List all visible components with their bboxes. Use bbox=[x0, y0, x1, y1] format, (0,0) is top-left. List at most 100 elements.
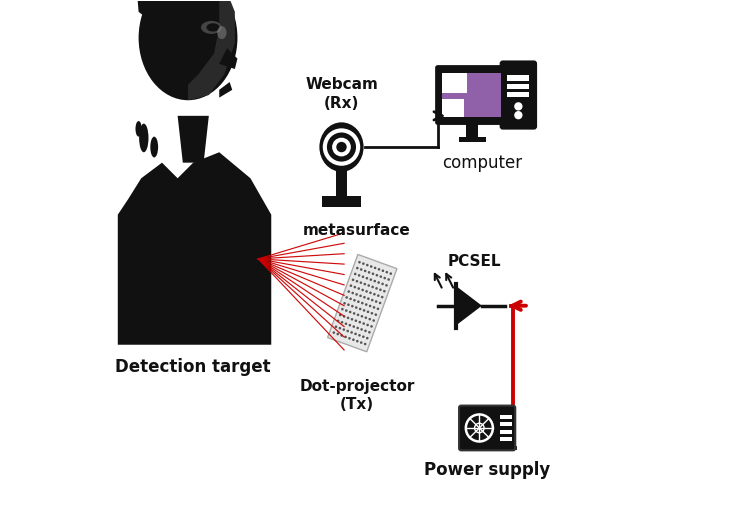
Circle shape bbox=[384, 277, 386, 279]
Ellipse shape bbox=[139, 0, 237, 100]
Circle shape bbox=[357, 300, 359, 303]
Circle shape bbox=[359, 294, 362, 297]
Circle shape bbox=[371, 286, 374, 288]
Circle shape bbox=[343, 328, 345, 331]
Circle shape bbox=[366, 324, 369, 326]
Circle shape bbox=[327, 132, 356, 162]
Circle shape bbox=[354, 299, 356, 302]
Circle shape bbox=[365, 290, 368, 293]
Circle shape bbox=[349, 311, 351, 313]
Text: Detection target: Detection target bbox=[115, 358, 271, 376]
Circle shape bbox=[353, 312, 356, 315]
Circle shape bbox=[379, 275, 382, 278]
Circle shape bbox=[377, 294, 379, 297]
Circle shape bbox=[337, 333, 339, 335]
Circle shape bbox=[352, 338, 355, 341]
Circle shape bbox=[340, 334, 343, 337]
Polygon shape bbox=[188, 0, 235, 100]
Circle shape bbox=[368, 284, 370, 287]
Ellipse shape bbox=[217, 26, 226, 39]
Text: PCSEL: PCSEL bbox=[448, 254, 501, 269]
Circle shape bbox=[360, 328, 363, 331]
Circle shape bbox=[339, 327, 341, 329]
Circle shape bbox=[352, 279, 354, 281]
Circle shape bbox=[379, 289, 381, 291]
Circle shape bbox=[355, 306, 357, 309]
Text: Dot-projector
(Tx): Dot-projector (Tx) bbox=[299, 379, 415, 412]
Bar bbox=[507, 84, 528, 89]
Polygon shape bbox=[328, 255, 397, 352]
Text: computer: computer bbox=[442, 154, 522, 172]
Circle shape bbox=[323, 128, 360, 166]
Circle shape bbox=[368, 331, 370, 334]
Bar bbox=[507, 92, 528, 97]
Circle shape bbox=[381, 296, 384, 299]
Circle shape bbox=[371, 299, 373, 301]
Circle shape bbox=[354, 272, 356, 275]
Bar bbox=[500, 422, 512, 426]
Bar bbox=[442, 73, 467, 93]
Circle shape bbox=[358, 334, 361, 337]
Circle shape bbox=[357, 287, 360, 290]
Circle shape bbox=[351, 292, 354, 294]
Circle shape bbox=[363, 296, 366, 299]
Circle shape bbox=[376, 274, 379, 277]
Ellipse shape bbox=[139, 123, 148, 152]
Polygon shape bbox=[456, 286, 482, 325]
Circle shape bbox=[349, 298, 352, 300]
Bar bbox=[500, 437, 512, 441]
Polygon shape bbox=[219, 82, 232, 98]
FancyBboxPatch shape bbox=[459, 406, 515, 450]
Ellipse shape bbox=[207, 23, 220, 31]
Circle shape bbox=[361, 315, 363, 317]
Circle shape bbox=[372, 272, 374, 275]
Circle shape bbox=[350, 285, 352, 287]
Ellipse shape bbox=[150, 137, 158, 157]
Circle shape bbox=[363, 309, 365, 312]
Circle shape bbox=[362, 276, 365, 278]
Circle shape bbox=[381, 269, 384, 272]
Circle shape bbox=[373, 293, 376, 295]
Bar bbox=[322, 197, 362, 207]
Bar bbox=[466, 121, 478, 138]
Circle shape bbox=[376, 308, 379, 310]
Circle shape bbox=[362, 322, 365, 325]
Circle shape bbox=[367, 298, 370, 300]
Circle shape bbox=[339, 314, 342, 316]
Circle shape bbox=[383, 290, 386, 292]
Circle shape bbox=[381, 282, 384, 285]
Circle shape bbox=[345, 309, 348, 312]
Circle shape bbox=[345, 323, 347, 325]
Circle shape bbox=[351, 331, 353, 334]
Circle shape bbox=[378, 268, 380, 270]
Text: Webcam
(Rx): Webcam (Rx) bbox=[305, 77, 378, 111]
Circle shape bbox=[356, 340, 359, 343]
Circle shape bbox=[370, 278, 372, 281]
Circle shape bbox=[375, 300, 378, 303]
Circle shape bbox=[390, 272, 392, 275]
Circle shape bbox=[364, 329, 367, 332]
Bar bbox=[442, 98, 465, 117]
Circle shape bbox=[356, 280, 358, 282]
Circle shape bbox=[361, 302, 364, 304]
Circle shape bbox=[362, 335, 365, 338]
Circle shape bbox=[337, 142, 347, 152]
Circle shape bbox=[343, 315, 345, 318]
Text: metasurface: metasurface bbox=[304, 223, 411, 238]
Bar bbox=[507, 75, 528, 81]
Polygon shape bbox=[118, 152, 271, 345]
Circle shape bbox=[362, 289, 364, 291]
Circle shape bbox=[370, 265, 373, 268]
Circle shape bbox=[344, 336, 347, 338]
Circle shape bbox=[346, 329, 349, 332]
Circle shape bbox=[332, 332, 335, 334]
Circle shape bbox=[377, 281, 380, 284]
Ellipse shape bbox=[201, 21, 222, 34]
Circle shape bbox=[368, 318, 371, 321]
Circle shape bbox=[351, 305, 354, 308]
Text: Power supply: Power supply bbox=[424, 461, 551, 479]
Circle shape bbox=[332, 138, 351, 156]
Circle shape bbox=[341, 308, 344, 311]
Circle shape bbox=[375, 313, 377, 316]
Ellipse shape bbox=[135, 121, 142, 137]
